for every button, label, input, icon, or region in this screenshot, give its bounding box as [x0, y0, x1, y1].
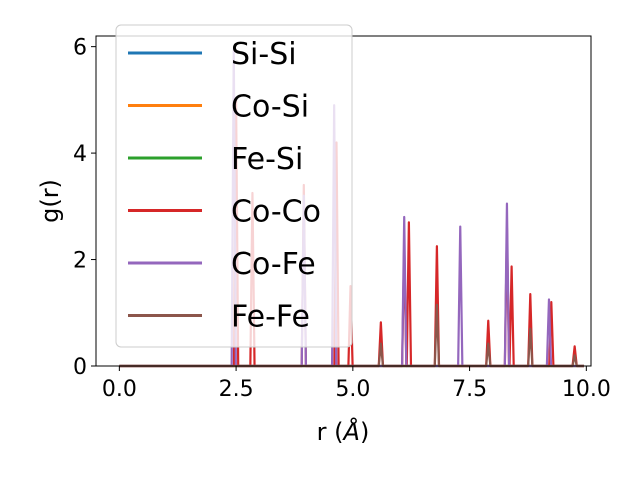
legend-label-fe-si: Fe-Si	[231, 142, 303, 177]
legend-label-co-co: Co-Co	[231, 195, 321, 230]
legend-label-co-fe: Co-Fe	[231, 247, 316, 282]
x-axis: 0.0 2.5 5.0 7.5 10.0	[102, 366, 611, 402]
y-tick-label: 2	[73, 249, 87, 274]
y-tick-label: 0	[73, 355, 87, 380]
x-axis-label: r (Å)	[317, 417, 370, 446]
series-line-fe-fe	[119, 303, 584, 368]
x-tick-label: 7.5	[452, 377, 487, 402]
legend-label-si-si: Si-Si	[231, 37, 297, 72]
y-tick-label: 6	[73, 36, 87, 61]
legend-label-co-si: Co-Si	[231, 90, 309, 125]
x-tick-label: 0.0	[102, 377, 137, 402]
y-tick-label: 4	[73, 142, 87, 167]
x-tick-label: 5.0	[335, 377, 370, 402]
x-tick-label: 2.5	[219, 377, 254, 402]
legend-label-fe-fe: Fe-Fe	[231, 300, 310, 335]
legend: Si-Si Co-Si Fe-Si Co-Co Co-Fe Fe-Fe	[115, 24, 353, 348]
x-tick-label: 10.0	[562, 377, 611, 402]
y-axis: 0 2 4 6	[73, 36, 96, 380]
y-axis-label: g(r)	[36, 179, 64, 223]
